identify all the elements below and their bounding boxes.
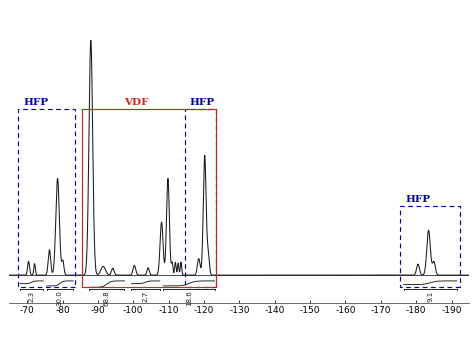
Text: VDF: VDF (125, 98, 149, 107)
Text: 18.6: 18.6 (186, 291, 192, 306)
Text: 30.0: 30.0 (57, 291, 63, 306)
Bar (82, 109, 216, 287)
Bar (18, 109, 75, 287)
Text: HFP: HFP (24, 98, 49, 107)
Text: HFP: HFP (406, 195, 431, 204)
Bar (401, 206, 460, 287)
Text: 9.1: 9.1 (428, 291, 433, 302)
Bar (184, 109, 216, 287)
Text: 68.8: 68.8 (104, 291, 110, 306)
Text: 2.3: 2.3 (28, 291, 35, 302)
Text: HFP: HFP (190, 98, 215, 107)
Text: 2.7: 2.7 (143, 291, 149, 302)
